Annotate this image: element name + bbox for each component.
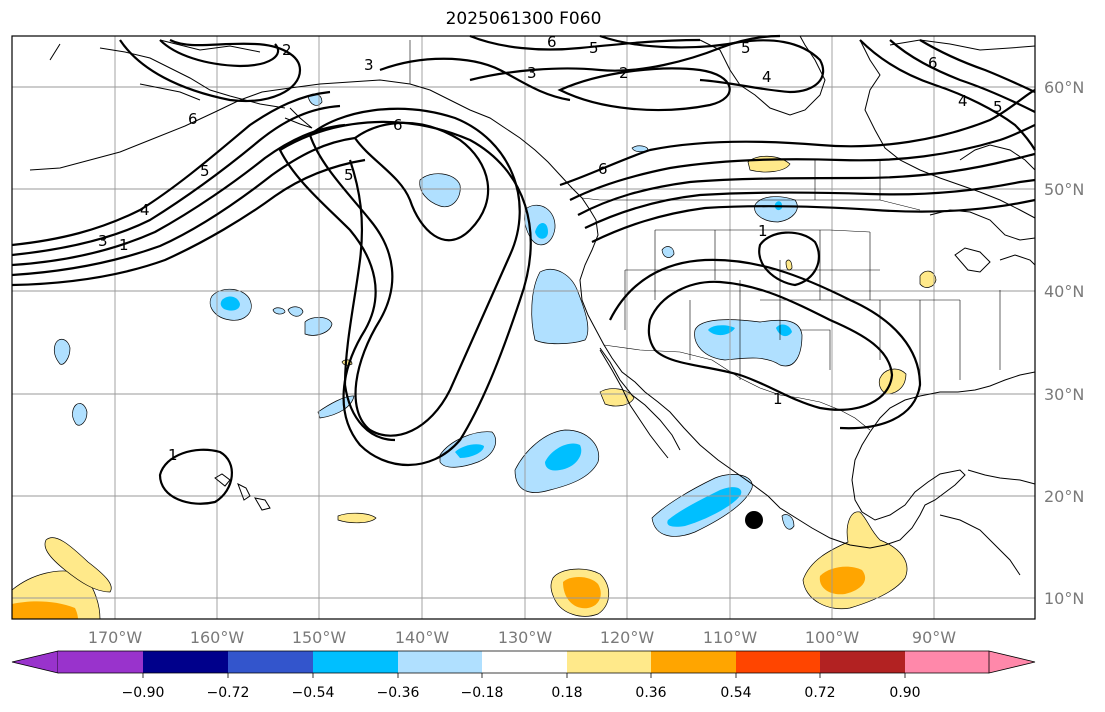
colorbar-tick-label: −0.36 — [377, 685, 420, 701]
contour-label: 5 — [200, 162, 210, 180]
graticule — [12, 36, 1035, 619]
contour-label: 2 — [619, 64, 629, 82]
political-borders — [409, 40, 1001, 431]
map-background — [12, 36, 1035, 619]
positive-anomaly-fields — [11, 155, 937, 620]
contour-label: 5 — [589, 39, 599, 57]
contour-label: 3 — [98, 232, 108, 250]
lat-label: 60°N — [1044, 78, 1084, 97]
colorbar-segment — [482, 651, 567, 673]
contour-label: 6 — [928, 54, 938, 72]
colorbar-segment — [905, 651, 989, 673]
colorbar-tick-label: −0.54 — [292, 685, 335, 701]
latitude-labels: 60°N 50°N 40°N 30°N 20°N 10°N — [1044, 78, 1084, 608]
colorbar-tick-label: 0.54 — [720, 685, 751, 701]
contour-label: 2 — [282, 41, 292, 59]
colorbar-segment — [651, 651, 736, 673]
lon-label: 170°W — [88, 628, 143, 647]
colorbar-tick-label: 0.36 — [635, 685, 666, 701]
contour-label: 3 — [364, 56, 374, 74]
contour-label: 6 — [547, 33, 557, 51]
contour-label: 5 — [741, 39, 751, 57]
contour-label: 6 — [188, 110, 198, 128]
contour-label: 4 — [958, 92, 968, 110]
map-title: 2025061300 F060 — [445, 9, 602, 29]
contour-label: 1 — [168, 446, 178, 464]
lon-label: 140°W — [395, 628, 450, 647]
colorbar-segment — [736, 651, 820, 673]
colorbar-tick-label: −0.18 — [461, 685, 504, 701]
lat-label: 30°N — [1044, 385, 1084, 404]
lon-label: 130°W — [498, 628, 553, 647]
colorbar-segment — [58, 651, 143, 673]
colorbar-tick-label: 0.90 — [889, 685, 920, 701]
colorbar-underflow-arrow — [11, 650, 59, 674]
contour-label: 1 — [119, 236, 129, 254]
colorbar-segment — [313, 651, 398, 673]
colorbar-segment — [143, 651, 228, 673]
contour-label: 5 — [344, 166, 354, 184]
colorbar-tick-label: 0.72 — [804, 685, 835, 701]
contour-label: 6 — [393, 116, 403, 134]
contour-label-group: 2 3 6 5 6 5 3 2 4 6 4 5 6 5 4 3 1 5 6 1 … — [98, 33, 1003, 464]
contour-label: 1 — [773, 390, 783, 408]
lon-label: 110°W — [703, 628, 758, 647]
lat-label: 40°N — [1044, 282, 1084, 301]
colorbar-segment — [567, 651, 651, 673]
lon-label: 100°W — [805, 628, 860, 647]
map-frame — [11, 35, 1036, 620]
lon-label: 160°W — [190, 628, 245, 647]
coastlines — [29, 35, 1036, 576]
lat-label: 10°N — [1044, 589, 1084, 608]
lat-label: 50°N — [1044, 180, 1084, 199]
colorbar-segment — [228, 651, 313, 673]
contour-label: 4 — [140, 201, 150, 219]
longitude-labels: 170°W 160°W 150°W 140°W 130°W 120°W 110°… — [88, 628, 956, 647]
lon-label: 90°W — [912, 628, 956, 647]
colorbar-overflow-arrow — [988, 650, 1036, 674]
colorbar-segment — [398, 651, 482, 673]
colorbar-tick-label: −0.90 — [122, 685, 165, 701]
lon-label: 150°W — [292, 628, 347, 647]
colorbar-tick-label: 0.18 — [551, 685, 582, 701]
contour-label: 3 — [527, 64, 537, 82]
negative-anomaly-fields — [53, 93, 803, 537]
lat-label: 20°N — [1044, 487, 1084, 506]
contour-label: 1 — [758, 222, 768, 240]
colorbar: −0.90 −0.72 −0.54 −0.36 −0.18 0.18 0.36 … — [11, 650, 1036, 701]
colorbar-tick-label: −0.72 — [207, 685, 250, 701]
colorbar-segment — [820, 651, 905, 673]
contour-label: 5 — [993, 98, 1003, 116]
contour-lines — [11, 34, 1036, 505]
lon-label: 120°W — [600, 628, 655, 647]
contour-label: 4 — [762, 68, 772, 86]
contour-label: 6 — [598, 160, 608, 178]
location-marker — [745, 511, 763, 529]
